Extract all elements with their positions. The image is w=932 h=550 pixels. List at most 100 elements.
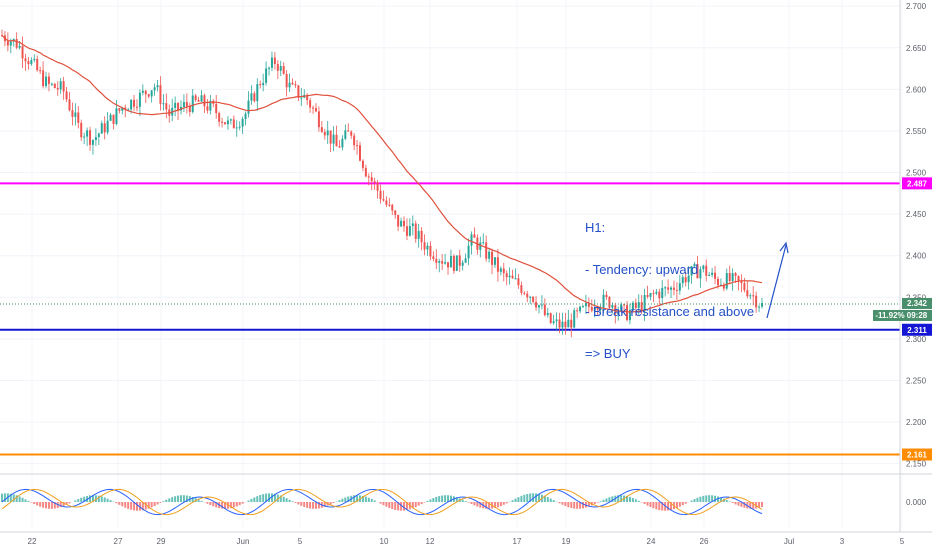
- histogram-bar: [461, 499, 464, 502]
- candle-body: [309, 100, 312, 108]
- histogram-bar: [719, 497, 722, 502]
- candlestick-series: [1, 29, 763, 338]
- candle-body: [687, 275, 690, 283]
- candle-body: [135, 106, 138, 108]
- candle-body: [6, 41, 9, 46]
- histogram-bar: [65, 502, 68, 505]
- oscillator-main-line: [1, 488, 763, 516]
- candle-body: [514, 278, 517, 280]
- histogram-bar: [684, 502, 687, 504]
- histogram-bar: [191, 496, 194, 502]
- candle-body: [584, 303, 587, 307]
- candle-body: [731, 273, 734, 282]
- candle-body: [614, 305, 617, 315]
- level-badge-label: 2.487: [907, 179, 928, 188]
- x-tick-label: 12: [426, 537, 435, 546]
- histogram-bar: [153, 502, 156, 506]
- histogram-bar: [567, 502, 570, 508]
- candle-body: [191, 95, 194, 112]
- projection-arrow[interactable]: [766, 241, 789, 319]
- candle-body: [203, 95, 206, 107]
- candle-body: [675, 289, 678, 291]
- candle-body: [177, 102, 180, 111]
- candle-body: [209, 100, 212, 111]
- histogram-bar: [317, 502, 320, 509]
- candle-body: [194, 95, 197, 100]
- histogram-bar: [30, 502, 33, 503]
- candle-body: [42, 70, 45, 86]
- y-tick-label: 2.450: [906, 210, 927, 219]
- candle-body: [702, 265, 705, 270]
- histogram-bar: [106, 498, 109, 502]
- candle-body: [200, 95, 203, 102]
- candle-body: [423, 242, 426, 250]
- histogram-bar: [587, 502, 590, 507]
- candle-body: [83, 136, 86, 138]
- y-tick-label: 2.350: [906, 293, 927, 302]
- candle-body: [567, 319, 570, 328]
- histogram-bar: [162, 501, 165, 502]
- horizontal-levels[interactable]: [0, 182, 900, 456]
- histogram-bar: [702, 495, 705, 502]
- histogram-bar: [546, 497, 549, 502]
- histogram-bar: [165, 499, 168, 502]
- candle-body: [53, 83, 56, 88]
- candle-body: [133, 99, 136, 107]
- candle-body: [379, 190, 382, 200]
- histogram-bar: [479, 502, 482, 508]
- x-tick-label: 5: [900, 537, 905, 546]
- candle-body: [80, 122, 83, 138]
- y-tick-label: 2.650: [906, 44, 927, 53]
- candle-body: [159, 85, 162, 104]
- candle-body: [162, 103, 165, 105]
- histogram-bar: [83, 496, 86, 502]
- histogram-bar: [341, 498, 344, 502]
- histogram-bar: [570, 502, 573, 509]
- histogram-bar: [259, 495, 262, 502]
- candle-body: [338, 146, 341, 148]
- histogram-bar: [449, 495, 452, 502]
- histogram-bar: [100, 496, 103, 502]
- histogram-bar: [708, 495, 711, 502]
- histogram-bar: [18, 496, 21, 502]
- candle-body: [549, 313, 552, 323]
- candle-body: [400, 220, 403, 227]
- y-tick-label: 2.300: [906, 335, 927, 344]
- histogram-bar: [215, 502, 218, 508]
- candle-body: [467, 245, 470, 259]
- histogram-bar: [182, 495, 185, 502]
- candle-body: [517, 278, 520, 286]
- histogram-bar: [118, 502, 121, 505]
- histogram-bar: [637, 500, 640, 502]
- histogram-bar: [229, 502, 232, 509]
- histogram-bar: [9, 493, 12, 502]
- candle-body: [312, 107, 315, 109]
- histogram-bar: [262, 494, 265, 502]
- oscillator-tick-label: 0.000: [906, 498, 927, 507]
- candle-body: [714, 272, 717, 279]
- candle-body: [502, 268, 505, 274]
- candle-body: [147, 94, 150, 97]
- histogram-bar: [438, 496, 441, 502]
- candle-body: [626, 305, 629, 321]
- histogram-bar: [576, 502, 579, 509]
- histogram-bar: [670, 502, 673, 510]
- histogram-bar: [338, 500, 341, 502]
- candle-body: [65, 91, 68, 100]
- histogram-bar: [714, 495, 717, 502]
- analysis-annotation[interactable]: H1: - Tendency: upward - Break resistanc…: [585, 193, 754, 375]
- histogram-bar: [370, 499, 373, 502]
- candle-body: [71, 110, 74, 117]
- histogram-bar: [752, 502, 755, 509]
- histogram-bar: [209, 502, 212, 506]
- candle-body: [247, 100, 250, 114]
- histogram-bar: [291, 501, 294, 502]
- candle-body: [473, 234, 476, 238]
- candle-body: [546, 313, 549, 316]
- histogram-bar: [426, 500, 429, 502]
- histogram-bar: [473, 502, 476, 506]
- histogram-bar: [177, 495, 180, 502]
- candle-body: [693, 263, 696, 267]
- candle-body: [485, 242, 488, 259]
